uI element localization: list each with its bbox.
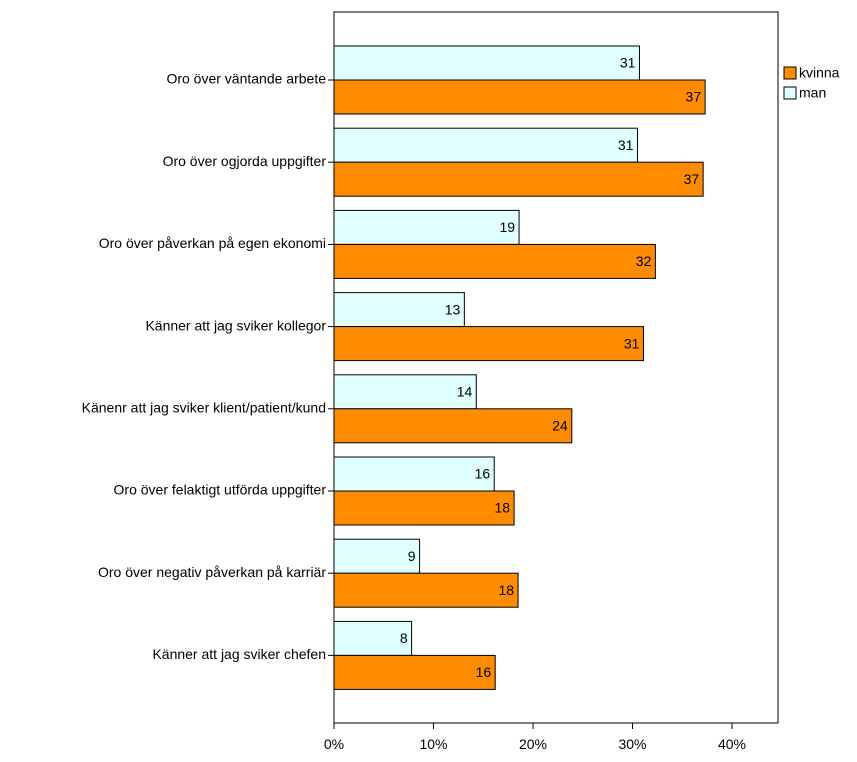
value-label-kvinna-6: 18 [498, 582, 514, 598]
plot-area-frame [333, 11, 779, 724]
value-label-kvinna-1: 37 [684, 171, 700, 187]
legend-swatch-man [783, 86, 797, 100]
bar-man-1 [333, 127, 638, 163]
value-label-man-6: 9 [408, 548, 416, 564]
category-label-7: Känner att jag sviker chefen [152, 646, 326, 662]
value-label-kvinna-0: 37 [686, 89, 702, 105]
legend-label-man: man [799, 85, 826, 101]
bar-man-3 [333, 292, 465, 328]
legend: kvinna man [783, 65, 840, 101]
x-tick-label-1: 10% [419, 736, 447, 752]
bar-man-5 [333, 456, 495, 492]
bar-man-7 [333, 620, 413, 656]
bar-kvinna-0 [333, 79, 706, 115]
value-label-kvinna-3: 31 [624, 335, 640, 351]
value-label-kvinna-5: 18 [495, 500, 511, 516]
x-tick-label-0: 0% [324, 736, 344, 752]
value-label-kvinna-7: 16 [476, 664, 492, 680]
value-label-man-1: 31 [618, 137, 634, 153]
value-label-man-3: 13 [445, 301, 461, 317]
value-label-kvinna-4: 24 [552, 418, 568, 434]
legend-swatch-kvinna [783, 66, 797, 80]
value-label-man-2: 19 [499, 219, 515, 235]
bar-kvinna-4 [333, 408, 573, 444]
category-label-1: Oro över ogjorda uppgifter [163, 153, 327, 169]
category-label-3: Känner att jag sviker kollegor [145, 317, 326, 333]
bars-layer [333, 45, 706, 690]
value-label-kvinna-2: 32 [636, 253, 652, 269]
bar-man-2 [333, 209, 520, 245]
bar-kvinna-3 [333, 326, 644, 362]
bar-kvinna-1 [333, 161, 704, 197]
value-label-man-4: 14 [457, 384, 473, 400]
x-tick-label-2: 20% [519, 736, 547, 752]
category-label-4: Känenr att jag sviker klient/patient/kun… [82, 400, 326, 416]
bar-kvinna-5 [333, 490, 515, 526]
legend-label-kvinna: kvinna [799, 65, 840, 81]
value-label-man-5: 16 [475, 466, 491, 482]
value-label-man-7: 8 [400, 630, 408, 646]
category-labels-layer: Oro över väntande arbete Oro över ogjorda… [82, 71, 334, 662]
bar-man-4 [333, 374, 477, 410]
x-axis: 0% 10% 20% 30% 40% [324, 723, 746, 752]
bar-man-0 [333, 45, 640, 81]
value-label-man-0: 31 [620, 55, 636, 71]
category-label-2: Oro över påverkan på egen ekonomi [99, 235, 326, 251]
bar-kvinna-7 [333, 654, 496, 690]
category-label-5: Oro över felaktigt utförda uppgifter [114, 482, 327, 498]
x-tick-label-3: 30% [618, 736, 646, 752]
category-label-0: Oro över väntande arbete [166, 71, 326, 87]
bar-man-6 [333, 538, 421, 574]
bar-kvinna-2 [333, 243, 656, 279]
category-label-6: Oro över negativ påverkan på karriär [98, 564, 326, 580]
value-labels-layer: 31 37 31 37 19 32 13 31 14 24 16 18 9 18 8 16 [400, 55, 702, 680]
bar-kvinna-6 [333, 572, 519, 608]
x-tick-label-4: 40% [718, 736, 746, 752]
